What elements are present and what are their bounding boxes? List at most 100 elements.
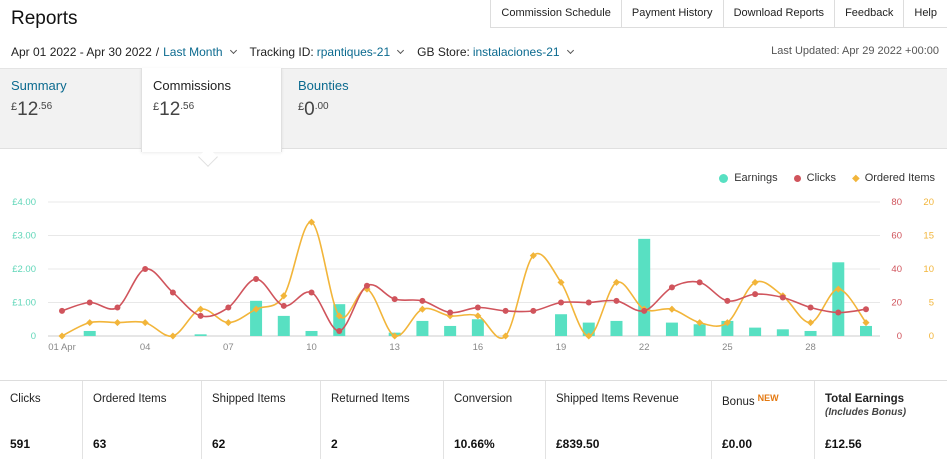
feedback-button[interactable]: Feedback [835,0,905,27]
page-title: Reports [11,8,78,29]
clicks-point [59,307,65,314]
new-badge: NEW [757,393,779,403]
legend-clicks-dot [793,174,801,182]
clicks-point [86,299,93,306]
legend-ordered-items-label: Ordered Items [864,172,935,184]
earnings-bar [305,330,318,336]
legend-earnings-dot [719,173,729,183]
chevron-down-icon[interactable] [397,46,405,55]
stat-value: 10.66% [454,437,495,451]
earnings-bar [194,334,207,336]
ordered-items-point [529,252,537,260]
clicks-point [779,294,786,301]
date-range-text: Apr 01 2022 - Apr 30 2022 [11,45,152,59]
stat-label: Shipped Items [212,393,286,405]
clicks-point [668,284,675,291]
stat-ordered-items: Ordered Items 63 [83,381,202,459]
period-dropdown[interactable]: Last Month [163,45,223,59]
tab-summary-label: Summary [11,78,67,93]
help-button[interactable]: Help [914,7,937,19]
tab-summary[interactable]: Summary £ 12 .56 [0,68,141,149]
tracking-id-label: Tracking ID: [249,45,314,59]
right-axis-tick: 15 [923,231,934,242]
ordered-items-point [502,332,510,340]
filter-bar: Apr 01 2022 - Apr 30 2022 / Last Month T… [11,45,587,59]
stat-value: 2 [331,437,338,451]
x-axis-tick: 01 Apr [48,342,75,353]
x-axis-tick: 22 [639,342,650,353]
clicks-point [391,296,398,303]
earnings-bar [693,324,706,336]
x-axis-tick: 28 [805,342,816,353]
chevron-down-icon[interactable] [229,46,237,55]
clicks-point [807,304,814,311]
legend-clicks[interactable]: Clicks [793,172,836,184]
earnings-bar [665,322,678,336]
clicks-point [474,304,481,311]
stat-label: Conversion [454,393,513,405]
amount-whole: 0 [304,99,315,120]
clicks-point [502,307,509,314]
stat-label: Ordered Items [93,393,167,405]
left-axis-tick: 0 [31,331,36,342]
stat-label: Returned Items [331,393,410,405]
stat-shipped-items-revenue: Shipped Items Revenue £839.50 [546,381,712,459]
commission-schedule-button[interactable]: Commission Schedule [491,0,622,27]
stat-value: £12.56 [825,437,862,451]
x-axis-tick: 04 [140,342,151,353]
amount-fraction: .00 [314,101,329,112]
ordered-items-point [252,305,260,313]
right-axis-tick: 20 [923,197,934,208]
earnings-bar [471,319,484,336]
clicks-point [142,266,149,272]
chart-legend: Earnings Clicks ◆ Ordered Items [703,172,935,184]
tracking-id-dropdown[interactable]: rpantiques-21 [316,45,391,59]
stat-value: 591 [10,437,31,451]
amount-whole: 12 [17,99,39,120]
stat-value: £0.00 [722,437,753,451]
ordered-items-point [280,292,288,300]
clicks-point [558,299,565,306]
earnings-bar [444,325,457,336]
payment-history-button[interactable]: Payment History [622,0,724,27]
mid-axis-tick: 80 [891,197,902,208]
ordered-items-point [307,218,316,226]
x-axis-tick: 10 [306,342,317,353]
bonus-label: Bonus [722,396,755,408]
stat-value: 62 [212,437,226,451]
stat-clicks: Clicks 591 [0,381,83,459]
ordered-items-point [418,305,426,313]
right-axis-tick: 0 [929,331,934,342]
download-reports-button[interactable]: Download Reports [724,0,836,27]
tab-bounties[interactable]: Bounties £ 0 .00 [287,68,428,149]
right-axis-tick: 5 [929,298,934,309]
chevron-down-icon[interactable] [566,46,574,55]
store-dropdown[interactable]: instalaciones-21 [472,45,560,59]
stat-label: Bonus NEW [722,393,804,408]
last-updated-text: Last Updated: Apr 29 2022 +00:00 [771,45,939,57]
clicks-point [835,309,842,316]
stat-total-earnings: Total Earnings (Includes Bonus) £12.56 [815,381,947,459]
clicks-point [114,304,121,311]
ordered-items-point [86,319,94,327]
clicks-point [696,279,703,286]
ordered-items-point [224,319,232,327]
legend-earnings[interactable]: Earnings [719,172,778,184]
legend-clicks-label: Clicks [806,172,836,184]
earnings-bar [416,320,429,336]
earnings-bar [582,322,595,336]
earnings-bar [83,330,96,336]
date-separator: / [155,45,160,59]
legend-ordered-items[interactable]: ◆ Ordered Items [852,172,935,184]
tab-commissions[interactable]: Commissions £ 12 .56 [141,68,282,152]
right-axis-tick: 10 [923,264,934,275]
earnings-bar [860,325,872,336]
ordered-items-line [61,221,867,339]
clicks-point [863,306,869,313]
clicks-line [61,268,867,332]
clicks-point [724,297,731,304]
clicks-point [169,289,176,296]
tab-bounties-label: Bounties [298,78,349,93]
ordered-items-point [723,319,731,327]
bounties-amount: £ 0 .00 [298,99,417,121]
